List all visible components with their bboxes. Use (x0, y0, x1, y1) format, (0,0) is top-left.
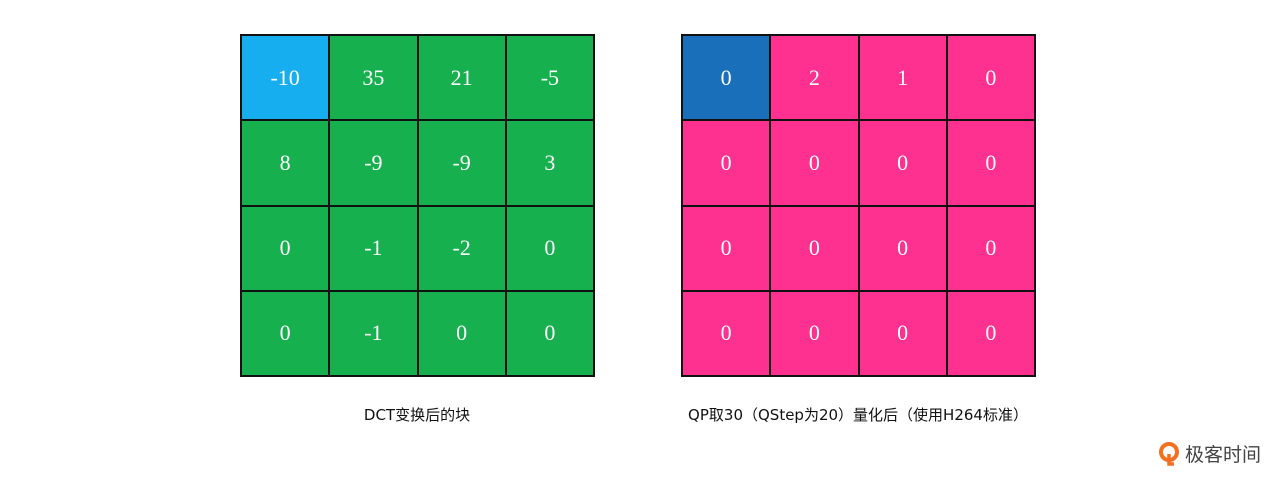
matrix-cell: 0 (505, 290, 594, 376)
quantized-block-caption: QP取30（QStep为20）量化后（使用H264标准） (688, 406, 1028, 424)
matrix-cell: 8 (241, 120, 330, 206)
matrix-cell: -1 (329, 205, 418, 291)
matrix-cell: -1 (329, 290, 418, 376)
matrix-cell: 0 (241, 205, 330, 291)
matrix-cell: 0 (682, 120, 771, 206)
matrix-cell: 0 (241, 290, 330, 376)
matrix-cell: 0 (505, 205, 594, 291)
matrix-cell: 0 (682, 205, 771, 291)
matrix-cell: 21 (417, 35, 506, 121)
matrix-cell: 0 (858, 205, 947, 291)
geektime-logo-icon (1159, 441, 1179, 466)
matrix-cell: -10 (241, 35, 330, 121)
matrix-cell: 0 (417, 290, 506, 376)
matrix-cell: 0 (770, 120, 859, 206)
logo-text: 极客时间 (1185, 444, 1262, 466)
matrix-cell: 0 (770, 205, 859, 291)
matrix-cell: 0 (946, 35, 1035, 121)
matrix-cell: 0 (682, 35, 771, 121)
matrix-cell: 0 (858, 120, 947, 206)
matrix-cell: 0 (682, 290, 771, 376)
matrix-cell: -2 (417, 205, 506, 291)
matrix-cell: -9 (417, 120, 506, 206)
matrix-cell: 0 (858, 290, 947, 376)
matrix-cell: 2 (770, 35, 859, 121)
matrix-cell: 0 (770, 290, 859, 376)
geektime-logo: 极客时间 (1158, 440, 1261, 467)
matrix-cell: 0 (946, 120, 1035, 206)
matrix-cell: 3 (505, 120, 594, 206)
matrix-cell: 0 (946, 205, 1035, 291)
matrix-cell: 1 (858, 35, 947, 121)
matrix-cell: 35 (329, 35, 418, 121)
matrix-cell: 0 (946, 290, 1035, 376)
matrix-cell: -5 (505, 35, 594, 121)
dct-block-caption: DCT变换后的块 (363, 406, 471, 424)
matrix-cell: -9 (329, 120, 418, 206)
dct-block-grid: -10 35 21 -5 8 -9 -9 3 0 -1 -2 0 0 -1 0 0 (240, 34, 595, 377)
